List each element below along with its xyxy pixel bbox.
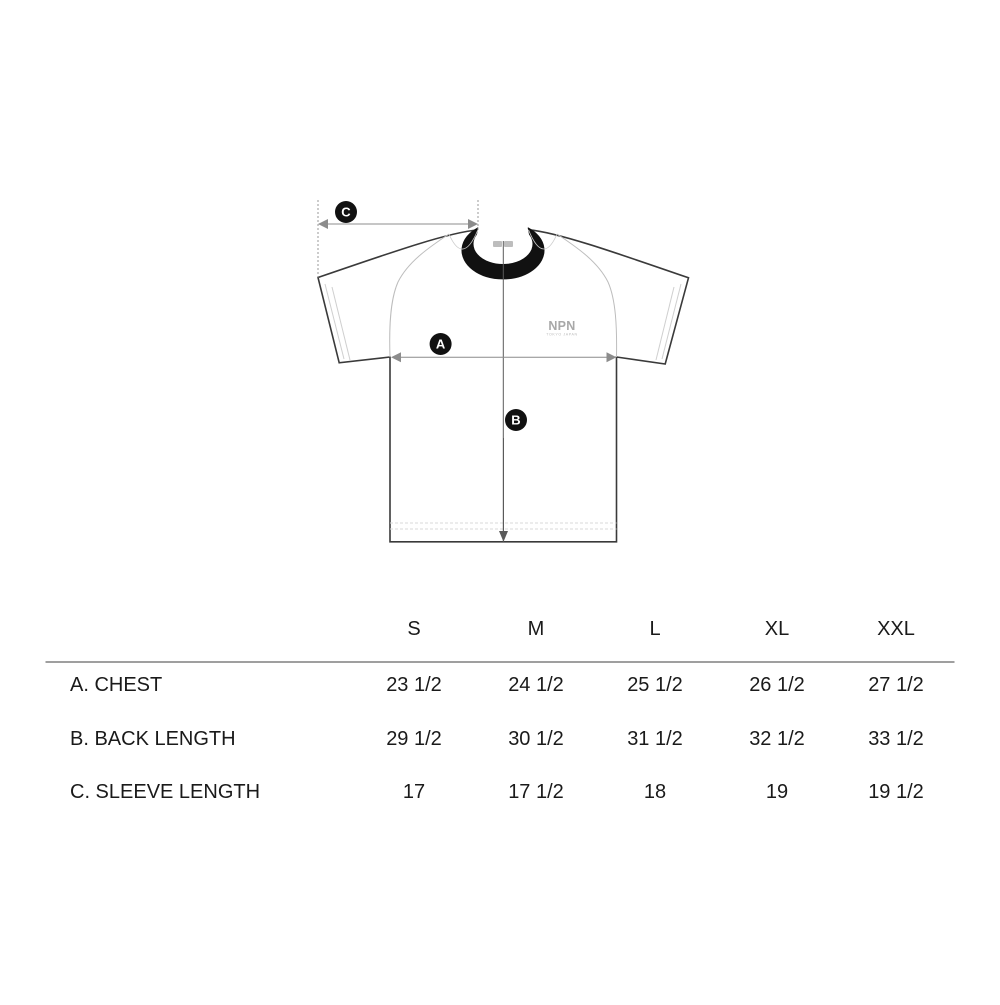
svg-text:B: B: [511, 413, 520, 428]
svg-text:17 1/2: 17 1/2: [508, 781, 564, 803]
svg-text:B. BACK LENGTH: B. BACK LENGTH: [70, 728, 236, 750]
svg-text:26 1/2: 26 1/2: [749, 674, 805, 696]
svg-text:M: M: [528, 618, 545, 640]
svg-text:L: L: [649, 618, 660, 640]
svg-text:23 1/2: 23 1/2: [386, 674, 442, 696]
svg-text:C. SLEEVE LENGTH: C. SLEEVE LENGTH: [70, 781, 260, 803]
svg-text:27 1/2: 27 1/2: [868, 674, 924, 696]
svg-text:C: C: [341, 205, 351, 220]
svg-text:A. CHEST: A. CHEST: [70, 674, 162, 696]
svg-text:30 1/2: 30 1/2: [508, 728, 564, 750]
svg-text:17: 17: [403, 781, 425, 803]
svg-text:19 1/2: 19 1/2: [868, 781, 924, 803]
svg-text:24 1/2: 24 1/2: [508, 674, 564, 696]
svg-text:XXL: XXL: [877, 618, 915, 640]
svg-text:31 1/2: 31 1/2: [627, 728, 683, 750]
svg-text:NPN: NPN: [548, 319, 575, 333]
svg-text:29 1/2: 29 1/2: [386, 728, 442, 750]
svg-text:19: 19: [766, 781, 788, 803]
svg-text:33 1/2: 33 1/2: [868, 728, 924, 750]
svg-text:25 1/2: 25 1/2: [627, 674, 683, 696]
svg-text:TOKYO JAPAN: TOKYO JAPAN: [546, 333, 577, 337]
svg-text:32 1/2: 32 1/2: [749, 728, 805, 750]
svg-text:A: A: [436, 337, 446, 352]
svg-text:18: 18: [644, 781, 666, 803]
svg-text:XL: XL: [765, 618, 789, 640]
svg-text:S: S: [407, 618, 420, 640]
